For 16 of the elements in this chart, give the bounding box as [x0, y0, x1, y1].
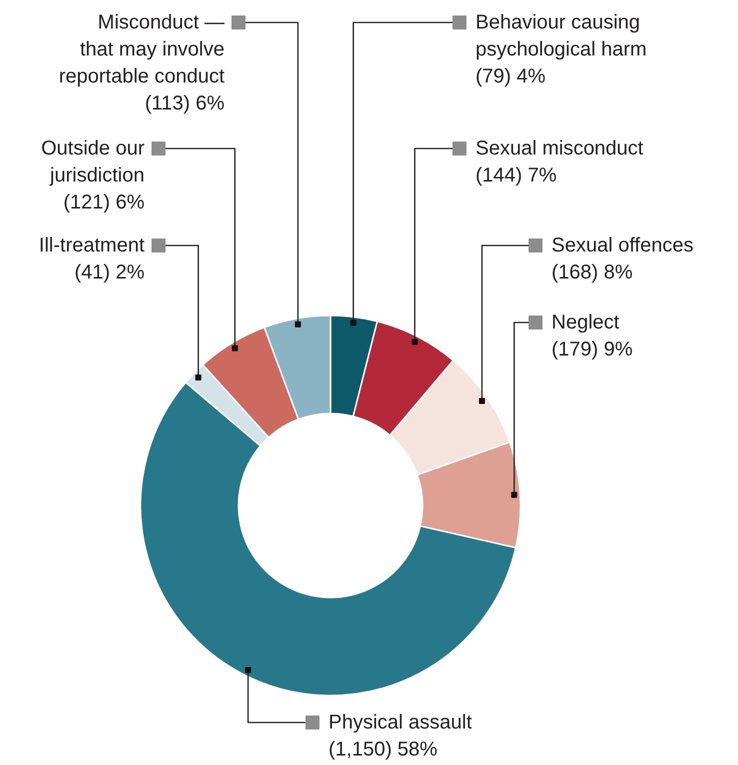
slice-label: Sexual misconduct: [476, 138, 644, 160]
slice-label: Behaviour causing psychological harm: [476, 12, 647, 60]
data-label: (41) 2%: [74, 262, 145, 284]
slice-label: Outside our jurisdiction: [41, 138, 145, 186]
data-label: (79) 4%: [476, 66, 546, 88]
data-label: (113) 6%: [144, 92, 225, 114]
data-label: (179) 9%: [552, 338, 633, 360]
data-label: (121) 6%: [63, 192, 145, 214]
data-label: (144) 7%: [476, 164, 557, 186]
data-label: (168) 8%: [552, 262, 633, 284]
slice-label: Physical assault: [328, 712, 472, 734]
slice-label: Ill-treatment: [38, 234, 145, 256]
slice-label: Sexual offences: [552, 234, 694, 256]
slice-label: Misconduct — that may involve reportable conduct: [58, 12, 225, 88]
slice-label: Neglect: [552, 312, 620, 334]
data-label: (1,150) 58%: [328, 738, 438, 760]
